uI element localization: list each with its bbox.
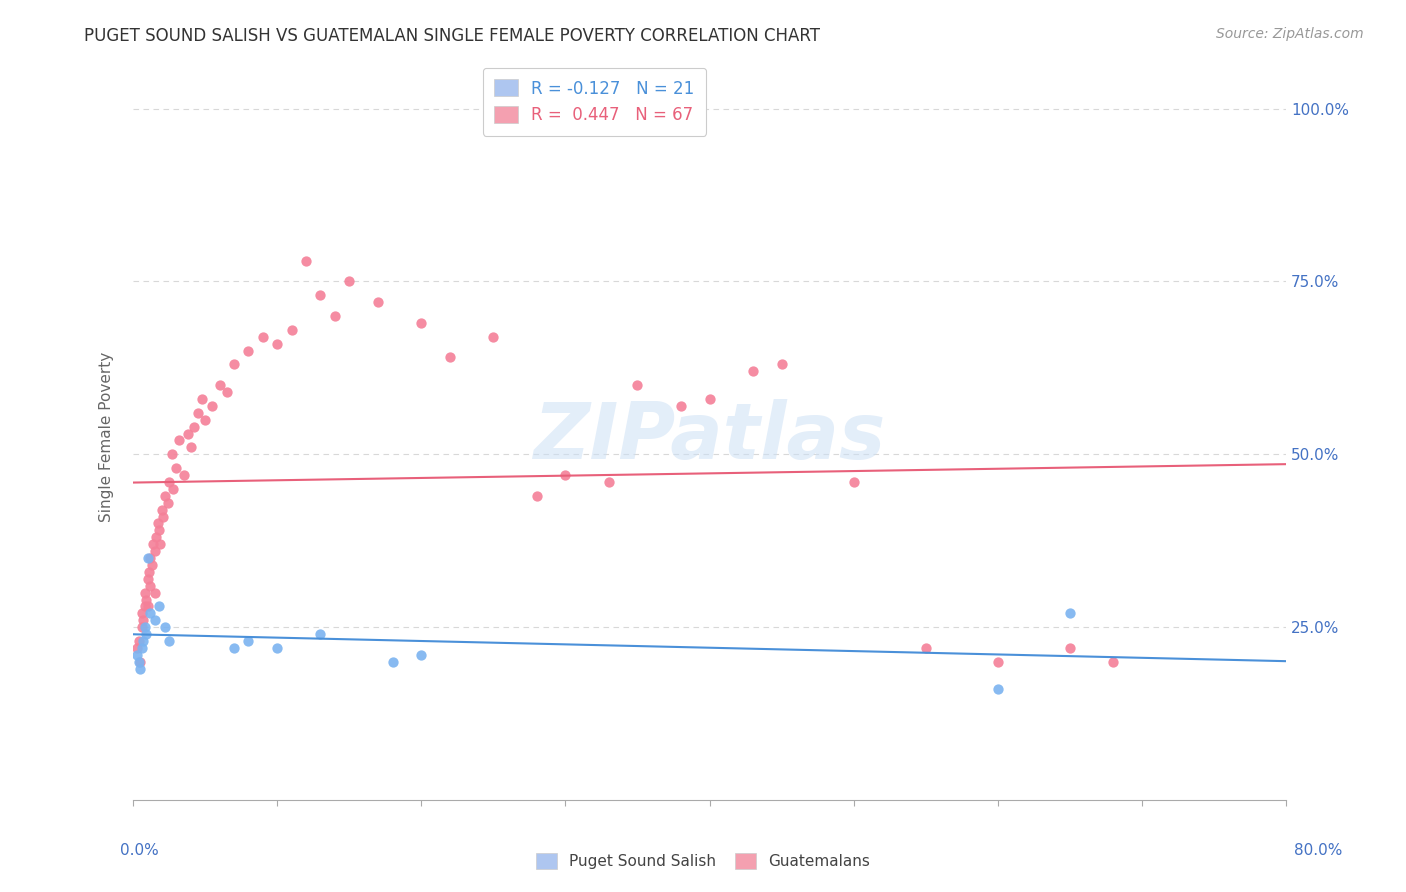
Point bbox=[143, 544, 166, 558]
Point bbox=[165, 461, 187, 475]
Point bbox=[136, 572, 159, 586]
Point bbox=[128, 655, 150, 669]
Point bbox=[129, 662, 152, 676]
Point bbox=[127, 648, 149, 662]
Point bbox=[367, 295, 389, 310]
Point bbox=[222, 640, 245, 655]
Point bbox=[139, 551, 162, 566]
Point bbox=[127, 640, 149, 655]
Point bbox=[309, 288, 332, 302]
Point bbox=[626, 378, 648, 392]
Point bbox=[145, 530, 167, 544]
Point bbox=[136, 599, 159, 614]
Point bbox=[1059, 607, 1081, 621]
Point bbox=[134, 599, 156, 614]
Text: 0.0%: 0.0% bbox=[120, 843, 159, 858]
Point bbox=[987, 655, 1010, 669]
Point bbox=[139, 607, 162, 621]
Point bbox=[153, 620, 176, 634]
Point bbox=[143, 613, 166, 627]
Point bbox=[194, 413, 217, 427]
Point bbox=[153, 489, 176, 503]
Point bbox=[131, 607, 153, 621]
Point bbox=[128, 634, 150, 648]
Point bbox=[295, 253, 318, 268]
Point bbox=[131, 640, 153, 655]
Point bbox=[129, 655, 152, 669]
Point bbox=[238, 343, 260, 358]
Point bbox=[131, 620, 153, 634]
Point bbox=[142, 537, 165, 551]
Point bbox=[138, 565, 160, 579]
Point bbox=[132, 634, 155, 648]
Point bbox=[134, 620, 156, 634]
Point bbox=[554, 468, 576, 483]
Point bbox=[201, 399, 224, 413]
Point bbox=[1059, 640, 1081, 655]
Point bbox=[526, 489, 548, 503]
Point bbox=[180, 441, 202, 455]
Point bbox=[191, 392, 214, 406]
Point bbox=[598, 475, 620, 489]
Point bbox=[150, 502, 173, 516]
Legend: Puget Sound Salish, Guatemalans: Puget Sound Salish, Guatemalans bbox=[530, 847, 876, 875]
Point bbox=[252, 329, 274, 343]
Point bbox=[280, 323, 302, 337]
Point bbox=[139, 579, 162, 593]
Point bbox=[173, 468, 195, 483]
Point bbox=[177, 426, 200, 441]
Point bbox=[134, 585, 156, 599]
Point bbox=[141, 558, 163, 572]
Point bbox=[136, 551, 159, 566]
Point bbox=[157, 634, 180, 648]
Point bbox=[238, 634, 260, 648]
Text: PUGET SOUND SALISH VS GUATEMALAN SINGLE FEMALE POVERTY CORRELATION CHART: PUGET SOUND SALISH VS GUATEMALAN SINGLE … bbox=[84, 27, 820, 45]
Point bbox=[162, 482, 184, 496]
Point bbox=[309, 627, 332, 641]
Point bbox=[208, 378, 231, 392]
Point bbox=[160, 447, 183, 461]
Point bbox=[699, 392, 721, 406]
Text: 80.0%: 80.0% bbox=[1295, 843, 1343, 858]
Point bbox=[381, 655, 404, 669]
Legend: R = -0.127   N = 21, R =  0.447   N = 67: R = -0.127 N = 21, R = 0.447 N = 67 bbox=[482, 68, 706, 136]
Point bbox=[156, 496, 179, 510]
Point bbox=[439, 351, 461, 365]
Point bbox=[157, 475, 180, 489]
Text: Source: ZipAtlas.com: Source: ZipAtlas.com bbox=[1216, 27, 1364, 41]
Point bbox=[266, 640, 288, 655]
Point bbox=[152, 509, 174, 524]
Point bbox=[148, 599, 170, 614]
Point bbox=[482, 329, 505, 343]
Point bbox=[323, 309, 346, 323]
Point bbox=[411, 316, 433, 330]
Point bbox=[987, 682, 1010, 697]
Point bbox=[167, 434, 190, 448]
Point bbox=[132, 613, 155, 627]
Point bbox=[1102, 655, 1125, 669]
Point bbox=[146, 516, 169, 531]
Point bbox=[411, 648, 433, 662]
Point bbox=[741, 364, 763, 378]
Y-axis label: Single Female Poverty: Single Female Poverty bbox=[100, 351, 114, 522]
Point bbox=[215, 385, 238, 400]
Point bbox=[770, 358, 793, 372]
Point bbox=[149, 537, 172, 551]
Point bbox=[143, 585, 166, 599]
Point bbox=[148, 524, 170, 538]
Point bbox=[222, 358, 245, 372]
Point bbox=[337, 274, 360, 288]
Text: ZIPatlas: ZIPatlas bbox=[533, 399, 886, 475]
Point bbox=[135, 627, 157, 641]
Point bbox=[183, 419, 205, 434]
Point bbox=[842, 475, 865, 489]
Point bbox=[914, 640, 936, 655]
Point bbox=[135, 592, 157, 607]
Point bbox=[669, 399, 692, 413]
Point bbox=[266, 336, 288, 351]
Point bbox=[187, 406, 209, 420]
